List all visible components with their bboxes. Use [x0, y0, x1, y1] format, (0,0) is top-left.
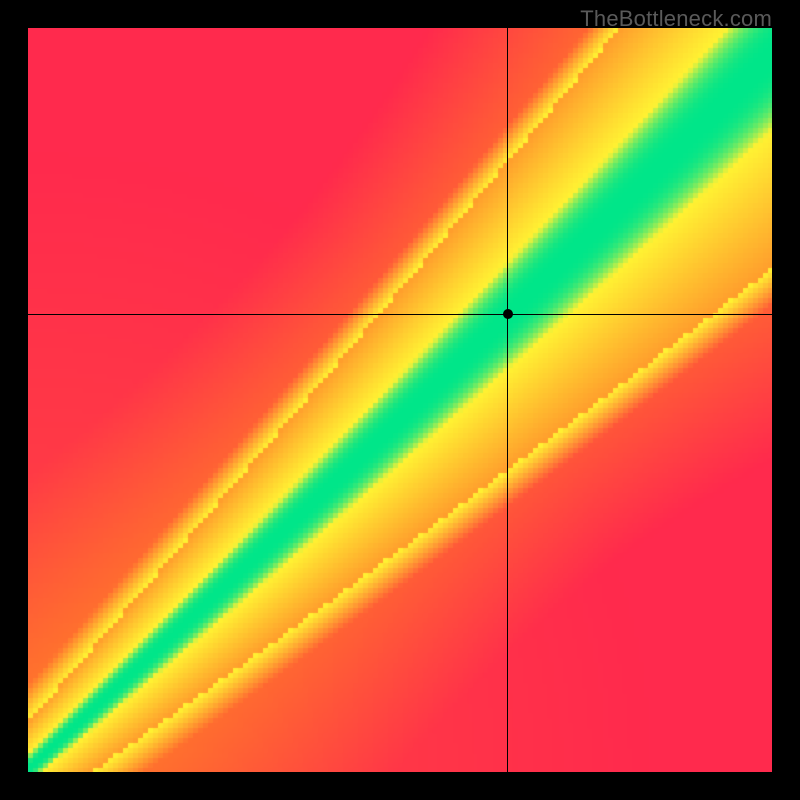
crosshair-horizontal [28, 314, 772, 315]
selected-point-marker [503, 309, 513, 319]
bottleneck-heatmap [28, 28, 772, 772]
crosshair-vertical [507, 28, 508, 772]
heatmap-canvas [28, 28, 772, 772]
watermark-text: TheBottleneck.com [580, 6, 772, 32]
